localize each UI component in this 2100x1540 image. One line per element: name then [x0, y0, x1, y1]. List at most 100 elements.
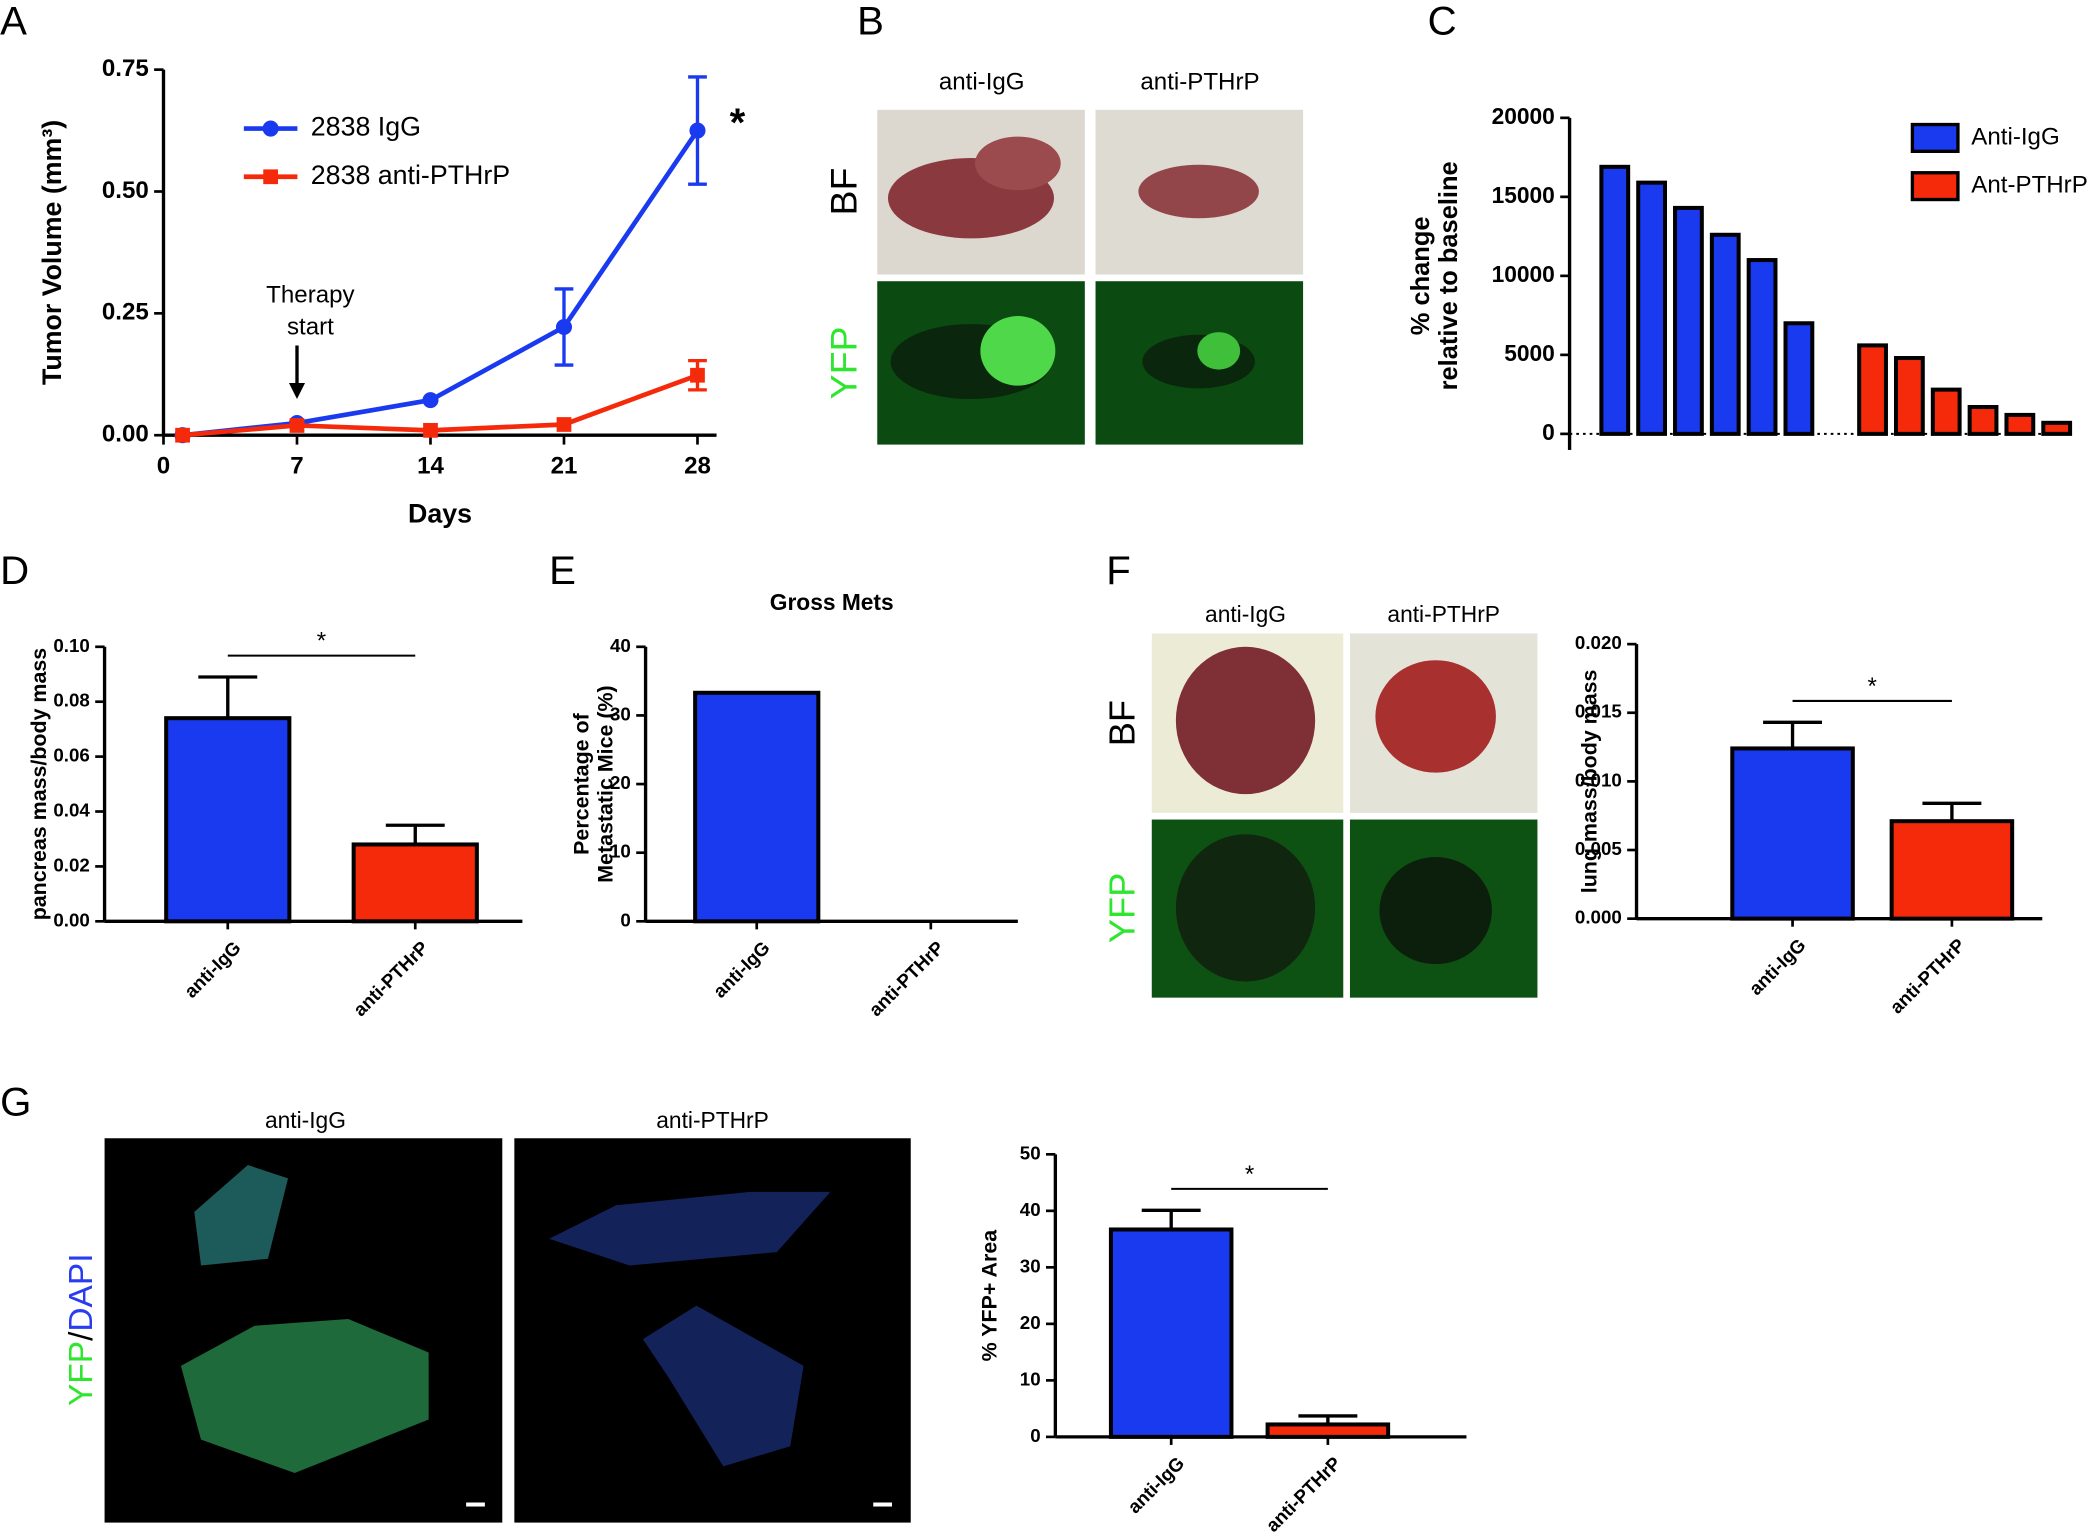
y-tick-label: 20000 — [1492, 103, 1555, 129]
bar — [1746, 258, 1778, 436]
y-tick-label: 0.00 — [53, 909, 89, 930]
column-label: anti-IgG — [265, 1107, 346, 1133]
bar — [1783, 321, 1815, 436]
bar — [693, 690, 821, 924]
tissue — [1379, 857, 1492, 965]
row-label: BF — [822, 168, 864, 216]
bar — [1108, 1227, 1234, 1439]
x-tick-label: anti-PTHrP — [1262, 1452, 1345, 1535]
tissue — [194, 1165, 289, 1266]
legend-swatch — [1910, 122, 1960, 153]
y-tick-label: 0.005 — [1575, 838, 1622, 859]
annotation: Therapy — [266, 281, 354, 308]
marker — [556, 417, 572, 432]
panel-b-images: anti-IgG anti-PTHrP BF YFP — [822, 68, 1304, 445]
legend-label: 2838 IgG — [311, 112, 421, 142]
bar — [2004, 412, 2036, 436]
x-tick-label: anti-PTHrP — [349, 937, 432, 1020]
row-label: BF — [1102, 700, 1143, 746]
y-tick-label: 0.020 — [1575, 632, 1622, 653]
y-axis-label: Metastatic Mice (%) — [593, 685, 617, 882]
x-tick-label: anti-IgG — [180, 937, 245, 1002]
x-tick-label: anti-IgG — [1123, 1452, 1188, 1517]
panel-g-images: anti-IgG anti-PTHrP YFP/DAPI — [63, 1107, 911, 1523]
y-tick-label: 0.50 — [102, 177, 149, 204]
y-tick-label: 0.000 — [1575, 907, 1622, 928]
bar — [1709, 232, 1741, 436]
row-label-part: YFP — [63, 1341, 100, 1406]
y-tick-label: 20 — [1020, 1312, 1041, 1333]
error-bar — [1141, 1208, 1201, 1230]
y-tick-label: 10 — [1020, 1368, 1041, 1389]
error-bar — [198, 675, 258, 719]
y-tick-label: 0.10 — [53, 635, 89, 656]
marker — [289, 418, 305, 433]
legend-label: Ant-PTHrP — [1971, 171, 2087, 198]
bar — [1599, 164, 1631, 436]
panel-letter: C — [1428, 0, 1457, 44]
tissue — [642, 1305, 804, 1467]
x-tick-label: anti-IgG — [1745, 934, 1810, 999]
legend-label: 2838 anti-PTHrP — [311, 160, 510, 190]
significance: * — [317, 628, 326, 655]
x-tick-label: 7 — [290, 453, 303, 480]
y-tick-label: 30 — [610, 703, 631, 724]
y-tick-label: 0.02 — [53, 854, 89, 875]
bar — [1265, 1422, 1391, 1439]
column-label: anti-PTHrP — [656, 1107, 769, 1133]
x-tick-label: anti-IgG — [709, 937, 774, 1002]
significance: * — [1245, 1161, 1254, 1188]
x-tick-label: anti-PTHrP — [865, 937, 948, 1020]
y-tick-label: 0 — [1030, 1425, 1040, 1446]
y-tick-label: 30 — [1020, 1255, 1041, 1276]
y-axis-label: Percentage of — [569, 712, 593, 854]
legend-swatch — [1910, 171, 1960, 202]
panel-letter: G — [0, 1079, 31, 1124]
significance: * — [730, 100, 746, 145]
y-tick-label: 0.75 — [102, 55, 149, 82]
y-axis-label: Tumor Volume (mm³) — [37, 120, 67, 385]
y-axis-label: relative to baseline — [1435, 161, 1463, 390]
legend-label: Anti-IgG — [1971, 123, 2059, 150]
error-bar — [1922, 801, 1982, 822]
panel-letter: A — [0, 0, 27, 44]
tissue — [975, 136, 1061, 191]
column-label: anti-PTHrP — [1387, 601, 1500, 627]
row-label: YFP/DAPI — [63, 1253, 100, 1406]
bar — [1673, 205, 1704, 436]
y-tick-label: 40 — [610, 635, 631, 656]
annotation-arrowhead — [288, 382, 306, 400]
y-tick-label: 5000 — [1504, 340, 1555, 366]
y-axis-label: pancreas mass/body mass — [27, 648, 51, 921]
panel-f-images: anti-IgG anti-PTHrP BF YFP — [1102, 601, 1538, 998]
y-tick-label: 50 — [1020, 1142, 1041, 1163]
y-tick-label: 0 — [1542, 419, 1555, 445]
y-tick-label: 40 — [1020, 1199, 1041, 1220]
y-axis-label: % change — [1407, 216, 1435, 335]
panel-letters: A B C D E F G — [0, 0, 1457, 1124]
x-axis-label: Days — [408, 499, 472, 529]
row-label-part: DAPI — [63, 1253, 100, 1331]
bar — [164, 716, 292, 924]
bar — [1730, 746, 1855, 921]
panel-letter: F — [1106, 548, 1131, 593]
panel-letter: E — [549, 548, 576, 593]
tissue — [1175, 834, 1316, 982]
y-tick-label: 0.06 — [53, 745, 89, 766]
bar — [2041, 420, 2073, 436]
column-label: anti-PTHrP — [1140, 68, 1259, 95]
y-tick-label: 20 — [610, 772, 631, 793]
x-tick-label: 28 — [684, 453, 711, 480]
bar — [1636, 180, 1668, 436]
y-tick-label: 10000 — [1492, 261, 1555, 287]
error-bar — [1763, 720, 1823, 749]
x-tick-label: 0 — [157, 453, 170, 480]
marker — [175, 427, 190, 443]
bar — [1889, 819, 2015, 921]
y-tick-label: 0.04 — [53, 799, 90, 820]
y-axis-label: % YFP+ Area — [978, 1229, 1002, 1362]
marker — [690, 367, 705, 383]
bar — [1967, 405, 1999, 436]
column-label: anti-IgG — [939, 68, 1025, 95]
tissue — [1175, 646, 1316, 795]
